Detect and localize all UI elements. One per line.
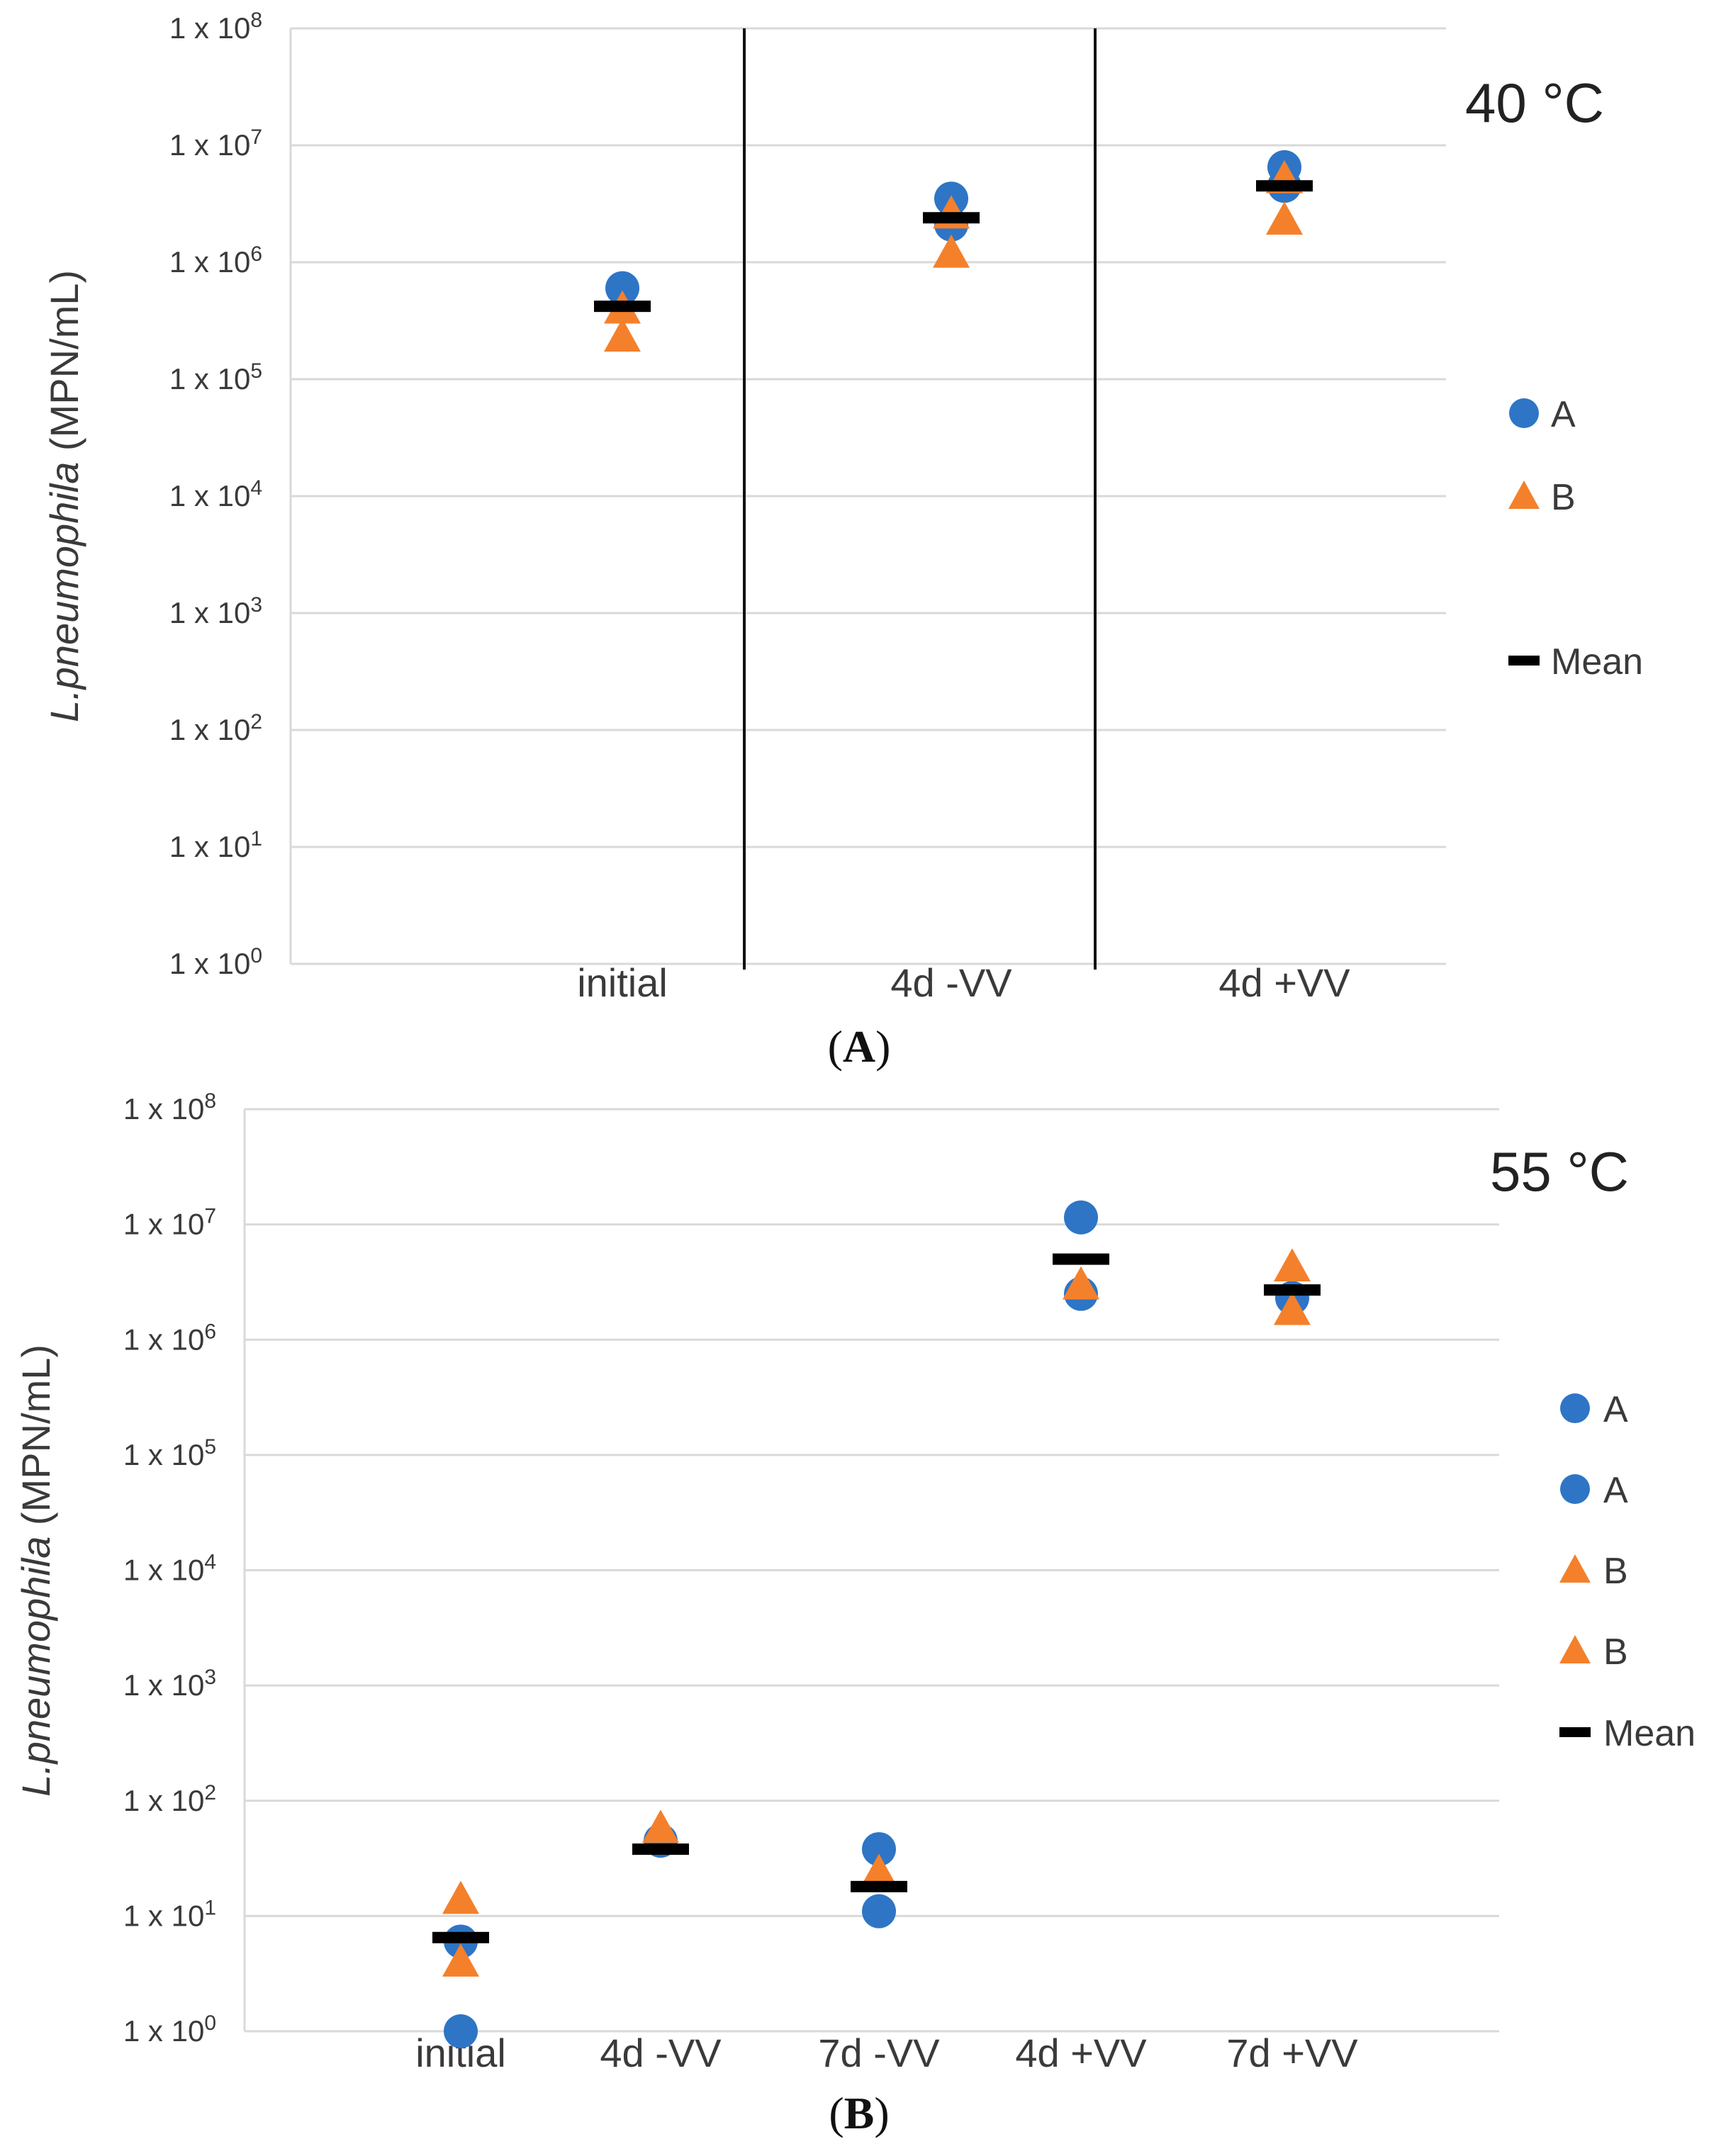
y-tick-label: 1 x 101 (123, 1896, 216, 1932)
data-point-b (1274, 1291, 1311, 1325)
y-tick-label: 1 x 104 (169, 476, 262, 512)
data-point-a (1064, 1200, 1098, 1235)
chart-panel-b: 1 x 100 1 x 101 1 x 102 1 x 103 1 x 104 1 x 1… (13, 1089, 1696, 2138)
data-point-b (442, 1943, 479, 1977)
data-point-b (933, 234, 970, 268)
legend-label: A (1603, 1470, 1628, 1511)
legend-marker-b (1559, 1554, 1591, 1583)
y-tick-label: 1 x 105 (123, 1435, 216, 1471)
y-tick-label: 1 x 100 (169, 944, 262, 980)
y-tick-label: 1 x 108 (169, 9, 262, 45)
data-point-a (862, 1894, 896, 1928)
legend-label: A (1551, 394, 1576, 435)
y-tick-label: 1 x 100 (123, 2011, 216, 2048)
data-point-b (604, 318, 641, 352)
data-point-mean (1256, 180, 1313, 192)
x-tick-label: 4d +VV (1218, 960, 1350, 1005)
y-tick-label: 1 x 106 (123, 1320, 216, 1356)
y-tick-label: 1 x 107 (123, 1205, 216, 1241)
y-tick-label: 1 x 107 (169, 125, 262, 162)
x-tick-label: 7d +VV (1226, 2031, 1358, 2075)
y-tick-label: 1 x 102 (169, 710, 262, 746)
data-point-mean (1053, 1253, 1109, 1265)
legend-label: B (1603, 1632, 1628, 1673)
temperature-label: 55 °C (1490, 1140, 1629, 1203)
legend-label: B (1603, 1551, 1628, 1592)
x-tick-label: 7d -VV (818, 2031, 940, 2075)
legend-label: B (1551, 477, 1576, 518)
data-point-mean (851, 1880, 907, 1892)
data-point-b (1266, 201, 1303, 235)
legend-marker-a (1560, 1393, 1590, 1423)
data-point-b (642, 1809, 679, 1843)
legend-label: A (1603, 1389, 1628, 1430)
data-point-mean (1264, 1284, 1321, 1296)
legend-label: Mean (1603, 1713, 1696, 1754)
legend-marker-a (1509, 398, 1539, 428)
panel-label: (B) (829, 2088, 889, 2138)
y-tick-label: 1 x 104 (123, 1551, 216, 1587)
x-tick-label: initial (577, 960, 668, 1005)
y-tick-label: 1 x 103 (169, 593, 262, 629)
data-point-mean (432, 1931, 489, 1943)
data-point-b (442, 1880, 479, 1914)
y-tick-label: 1 x 102 (123, 1781, 216, 1817)
data-point-b (1274, 1248, 1311, 1282)
data-point-a (444, 2014, 478, 2048)
y-axis-title: L.pneumophila (MPN/mL) (13, 1344, 58, 1797)
data-point-mean (923, 212, 980, 224)
panel-label: (A) (828, 1021, 891, 1072)
x-tick-label: 4d +VV (1015, 2031, 1147, 2075)
y-axis-title: L.pneumophila (MPN/mL) (42, 270, 86, 722)
y-tick-label: 1 x 101 (169, 827, 262, 863)
legend-marker-b (1508, 481, 1540, 509)
x-tick-label: 4d -VV (890, 960, 1012, 1005)
legend-label: Mean (1551, 641, 1643, 683)
data-point-a (605, 271, 639, 305)
data-point-b (1063, 1266, 1099, 1300)
legend-marker-mean (1559, 1727, 1591, 1737)
data-point-b (861, 1853, 897, 1887)
data-point-mean (594, 301, 651, 313)
temperature-label: 40 °C (1465, 72, 1604, 134)
y-tick-label: 1 x 108 (123, 1089, 216, 1125)
legend-marker-a (1560, 1474, 1590, 1504)
y-tick-label: 1 x 105 (169, 359, 262, 395)
x-tick-label: 4d -VV (600, 2031, 722, 2075)
legend-marker-mean (1508, 656, 1540, 666)
data-point-mean (632, 1843, 689, 1855)
chart-panel-a: 1 x 100 1 x 101 1 x 102 1 x 103 1 x 104 1 x 1… (42, 9, 1643, 1072)
data-point-a (862, 1832, 896, 1867)
y-tick-label: 1 x 103 (123, 1666, 216, 1702)
legend-marker-b (1559, 1635, 1591, 1663)
y-tick-label: 1 x 106 (169, 242, 262, 279)
